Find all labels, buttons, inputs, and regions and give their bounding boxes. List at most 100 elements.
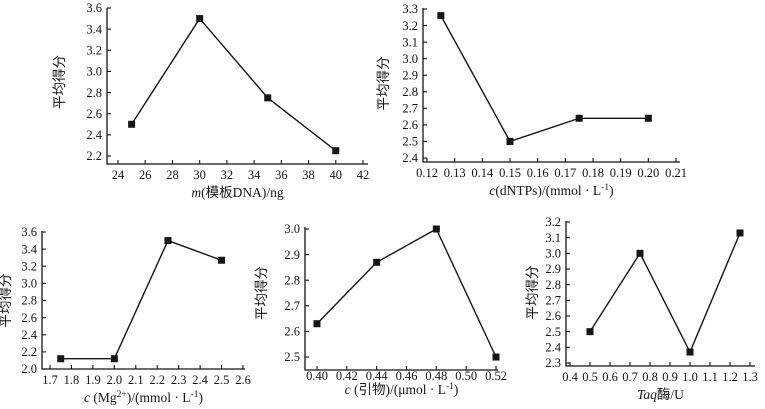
y-tick-label: 2.4	[21, 328, 37, 342]
data-line	[60, 239, 222, 360]
y-tick-label: 2.4	[545, 341, 561, 355]
y-axis-title: 平均得分	[375, 57, 391, 111]
y-tick-label: 2.3	[545, 356, 561, 370]
x-tick-label: 26	[139, 168, 152, 182]
y-tick-label: 3.0	[545, 247, 561, 261]
data-point	[313, 320, 321, 328]
y-tick-label: 2.8	[545, 278, 561, 292]
data-point	[196, 15, 204, 23]
x-tick-label: 0.18	[582, 166, 604, 180]
x-tick-label: 0.40	[306, 369, 328, 383]
data-point	[437, 12, 445, 20]
x-tick-label: 0.16	[527, 166, 549, 180]
y-tick-label: 3.0	[284, 222, 300, 236]
x-tick-label: 0.5	[582, 370, 598, 384]
y-tick-label: 2.6	[402, 118, 418, 132]
y-tick-label: 2.5	[402, 135, 418, 149]
y-tick-label: 2.9	[402, 68, 418, 82]
x-tick-label: 2.3	[171, 373, 187, 387]
x-axis-title: c (Mg2+)/(mmol · L-1)	[84, 390, 203, 405]
y-tick-label: 3.6	[86, 1, 102, 15]
data-point	[644, 114, 652, 122]
x-tick-label: 1.1	[702, 370, 718, 384]
y-tick-label: 2.6	[284, 325, 300, 339]
x-tick-label: 0.52	[485, 369, 507, 383]
data-point	[373, 258, 381, 266]
data-point	[636, 249, 644, 257]
y-tick-label: 3.4	[86, 22, 102, 36]
x-tick-label: 0.12	[416, 166, 438, 180]
x-tick-label: 0.7	[622, 370, 638, 384]
y-tick-label: 2.4	[402, 151, 418, 165]
y-tick-label: 3.0	[21, 277, 37, 291]
y-tick-label: 3.3	[402, 2, 418, 16]
x-tick-label: 40	[330, 168, 343, 182]
y-tick-label: 2.6	[545, 309, 561, 323]
x-tick-label: 0.17	[554, 166, 576, 180]
axis-frame	[304, 227, 498, 371]
x-tick-label: 0.48	[425, 369, 447, 383]
x-tick-label: 2.6	[235, 373, 251, 387]
y-axis-title: 平均得分	[253, 266, 269, 320]
data-point	[686, 348, 694, 356]
x-tick-label: 0.42	[336, 369, 358, 383]
y-tick-label: 2.8	[86, 86, 102, 100]
x-tick-label: 0.50	[455, 369, 477, 383]
chart-mg2plus: 1.7 1.8 1.9 2.0 2.1 2.2 2.3 2.4 2.5 2.6 2.0 2.2 2.4 2…	[0, 225, 251, 405]
x-tick-label: 24	[112, 168, 125, 182]
x-axis-title: c(dNTPs)/(mmol · L-1)	[489, 183, 613, 198]
x-tick-label: 1.8	[64, 373, 80, 387]
x-tick-label: 0.21	[665, 166, 687, 180]
chart-taq: 0.4 0.5 0.6 0.7 0.8 0.9 1.0 1.1 1.2 1.3 2.32.4 2.5 2…	[524, 215, 758, 402]
axis-frame	[106, 8, 368, 165]
y-axis-title: 平均得分	[524, 266, 540, 320]
data-point	[575, 114, 583, 122]
x-tick-label: 2.5	[214, 373, 230, 387]
y-tick-label: 3.0	[86, 65, 102, 79]
x-tick-label: 1.9	[85, 373, 101, 387]
x-tick-label: 2.2	[149, 373, 165, 387]
chart-primer: 0.40 0.42 0.44 0.46 0.48 0.50 0.52 2.5 2.6 2.7 2.8…	[253, 222, 507, 397]
y-tick-label: 3.1	[402, 35, 418, 49]
data-line	[131, 17, 337, 152]
y-tick-label: 3.2	[545, 215, 561, 229]
data-point	[736, 229, 744, 237]
data-point	[432, 225, 440, 233]
y-tick-label: 2.9	[545, 262, 561, 276]
y-tick-label: 3.2	[86, 43, 102, 57]
y-tick-label: 3.2	[402, 19, 418, 33]
data-point	[57, 355, 65, 363]
x-tick-label: 0.6	[602, 370, 618, 384]
y-tick-label: 2.8	[284, 273, 300, 287]
x-tick-label: 36	[275, 168, 288, 182]
data-line	[316, 228, 497, 358]
y-tick-label: 2.4	[86, 128, 102, 142]
y-tick-label: 2.7	[402, 102, 418, 116]
y-axis-title: 平均得分	[51, 55, 67, 109]
x-tick-label: 0.19	[610, 166, 632, 180]
y-tick-label: 3.0	[402, 52, 418, 66]
x-tick-label: 2.1	[128, 373, 144, 387]
x-tick-label: 1.7	[42, 373, 58, 387]
data-point	[332, 147, 340, 155]
y-tick-label: 2.8	[402, 85, 418, 99]
x-axis-title: Taq酶/U	[637, 387, 684, 402]
x-tick-label: 0.20	[637, 166, 659, 180]
y-tick-label: 2.5	[284, 350, 300, 364]
x-tick-label: 0.4	[562, 370, 578, 384]
data-line	[589, 232, 741, 354]
axis-frame	[41, 231, 245, 370]
x-axis-title: m(模板DNA)/ng	[191, 185, 283, 200]
y-tick-label: 2.5	[545, 325, 561, 339]
x-tick-label: 2.4	[192, 373, 208, 387]
x-tick-label: 1.0	[682, 370, 698, 384]
chart-dntps: 0.12 0.13 0.14 0.15 0.16 0.17 0.18 0.19 0.20 0.21…	[375, 2, 687, 198]
x-tick-label: 1.3	[742, 370, 758, 384]
data-point	[586, 328, 594, 336]
y-tick-label: 3.2	[21, 259, 37, 273]
y-tick-label: 2.7	[545, 294, 561, 308]
chart-template-dna: 24 26 28 30 32 34 36 38 40 42 2.2 2.4 2.6 2.8 3.0 3.2 3.…	[51, 1, 369, 200]
x-tick-label: 28	[166, 168, 179, 182]
y-tick-label: 2.2	[86, 149, 102, 163]
